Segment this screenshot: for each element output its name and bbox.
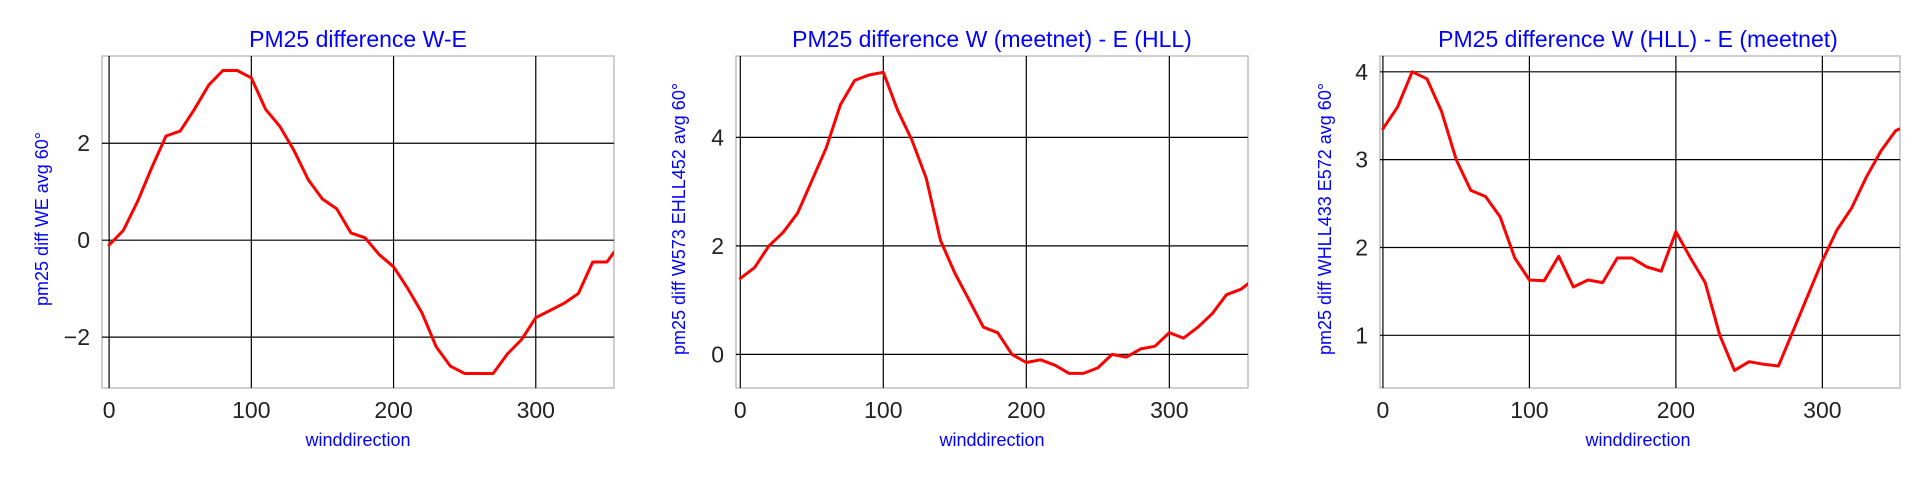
x-tick-label: 300 [517,397,555,423]
chart-panel-we: PM25 difference W-E winddirection pm25 d… [32,26,615,450]
y-tick-label: 4 [1355,59,1368,85]
x-axis-label: winddirection [1584,430,1690,450]
x-tick-label: 200 [374,397,412,423]
y-tick-label: 0 [711,341,724,367]
plot-frame [735,55,1249,389]
chart-panel-w-meetnet-e-hll: PM25 difference W (meetnet) - E (HLL) wi… [669,26,1249,450]
y-tick-label: 2 [1355,234,1368,260]
x-tick-label: 200 [1007,397,1045,423]
chart-panel-w-hll-e-meetnet: PM25 difference W (HLL) - E (meetnet) wi… [1315,26,1901,450]
chart-title: PM25 difference W-E [249,26,467,52]
x-tick-label: 0 [1377,397,1390,423]
y-tick-label: 4 [711,124,724,150]
x-tick-label: 100 [1510,397,1548,423]
y-tick-label: 2 [711,233,724,259]
x-tick-label: 100 [232,397,270,423]
x-tick-label: 0 [103,397,116,423]
chart-title: PM25 difference W (meetnet) - E (HLL) [792,26,1192,52]
series-line [107,69,614,375]
x-tick-label: 300 [1803,397,1841,423]
plot-frame [101,55,615,389]
y-tick-label: 3 [1355,147,1368,173]
y-tick-label: 1 [1355,322,1368,348]
x-axis-label: winddirection [304,430,410,450]
y-axis-label: pm25 diff WE avg 60° [32,132,52,306]
y-tick-label: 0 [77,227,90,253]
y-axis-label: pm25 diff W573 EHLL452 avg 60° [669,83,689,355]
y-tick-label: 2 [77,130,90,156]
x-tick-label: 0 [734,397,747,423]
series-line [738,70,1248,375]
plot-frame [1379,55,1901,389]
y-axis-label: pm25 diff WHLL433 E572 avg 60° [1315,83,1335,355]
x-tick-label: 100 [864,397,902,423]
y-tick-label: −2 [64,324,90,350]
x-axis-label: winddirection [938,430,1044,450]
x-tick-label: 300 [1150,397,1188,423]
series-line [1381,70,1900,372]
x-tick-label: 200 [1657,397,1695,423]
chart-title: PM25 difference W (HLL) - E (meetnet) [1438,26,1838,52]
